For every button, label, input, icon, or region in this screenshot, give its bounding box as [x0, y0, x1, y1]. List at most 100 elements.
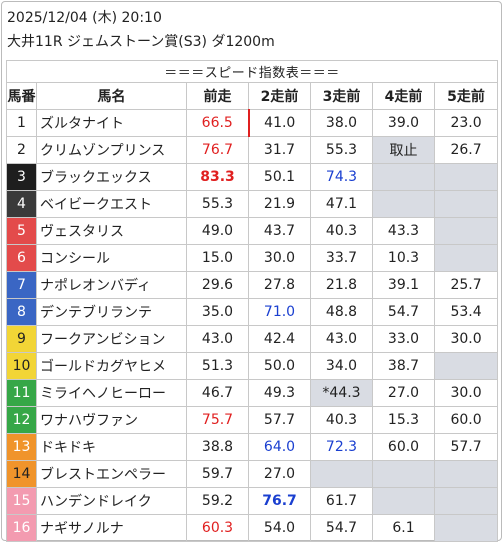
speed-index-cell: 50.0 — [248, 352, 311, 380]
speed-index-cell — [433, 460, 499, 488]
table-row: 6 コンシール 15.0 30.0 33.7 10.3 — [6, 244, 499, 272]
horse-name: ワナハヴファン — [36, 406, 187, 434]
horse-number: 14 — [6, 460, 37, 488]
speed-index-cell: 10.3 — [372, 244, 435, 272]
race-datetime: 2025/12/04 (木) 20:10 — [7, 10, 162, 26]
speed-index-cell: 38.0 — [310, 109, 373, 137]
speed-index-cell: 57.7 — [248, 406, 311, 434]
speed-index-cell: 59.2 — [186, 487, 249, 515]
table-row: 4 ベイビークエスト 55.3 21.9 47.1 — [6, 190, 499, 218]
speed-index-cell — [372, 460, 435, 488]
speed-index-cell: 43.0 — [186, 325, 249, 353]
speed-index-cell: 54.7 — [310, 514, 373, 542]
horse-name: ナポレオンバディ — [36, 271, 187, 299]
speed-index-cell: 53.4 — [433, 298, 499, 326]
horse-number: 11 — [6, 379, 37, 407]
table-row: 12 ワナハヴファン 75.7 57.7 40.3 15.3 60.0 — [6, 406, 499, 434]
table-row: 3 ブラックエックス 83.3 50.1 74.3 — [6, 163, 499, 191]
horse-number: 15 — [6, 487, 37, 515]
table-row: 10 ゴールドカグヤヒメ 51.3 50.0 34.0 38.7 — [6, 352, 499, 380]
speed-index-cell: 23.0 — [433, 109, 499, 137]
speed-index-cell: 59.7 — [186, 460, 249, 488]
speed-index-cell: 33.0 — [372, 325, 435, 353]
speed-index-cell: 38.7 — [372, 352, 435, 380]
table-row: 11 ミライヘノヒーロー 46.7 49.3 *44.3 27.0 30.0 — [6, 379, 499, 407]
speed-index-cell — [433, 217, 499, 245]
speed-index-cell: 43.0 — [310, 325, 373, 353]
column-header: 馬名 — [36, 82, 187, 110]
speed-index-cell: 取止 — [372, 136, 435, 164]
horse-name: ベイビークエスト — [36, 190, 187, 218]
speed-index-cell: 39.1 — [372, 271, 435, 299]
speed-index-cell: 34.0 — [310, 352, 373, 380]
speed-index-cell: 60.0 — [433, 406, 499, 434]
table-row: 14 ブレストエンペラー 59.7 27.0 — [6, 460, 499, 488]
table-row: 5 ヴェスタリス 49.0 43.7 40.3 43.3 — [6, 217, 499, 245]
horse-number: 9 — [6, 325, 37, 353]
horse-name: コンシール — [36, 244, 187, 272]
speed-index-cell — [310, 460, 373, 488]
horse-number: 10 — [6, 352, 37, 380]
speed-index-cell: 66.5 — [186, 109, 250, 137]
column-header: 3走前 — [310, 82, 373, 110]
speed-index-cell: 46.7 — [186, 379, 249, 407]
speed-index-cell: 54.0 — [248, 514, 311, 542]
speed-index-cell: 31.7 — [248, 136, 311, 164]
table-row: 9 フークアンビション 43.0 42.4 43.0 33.0 30.0 — [6, 325, 499, 353]
speed-index-cell: 15.3 — [372, 406, 435, 434]
speed-index-cell — [433, 352, 499, 380]
speed-index-cell — [433, 244, 499, 272]
column-header: 2走前 — [248, 82, 311, 110]
table-row: 2 クリムゾンプリンス 76.7 31.7 55.3 取止 26.7 — [6, 136, 499, 164]
speed-index-cell: 15.0 — [186, 244, 249, 272]
speed-index-cell: 50.1 — [248, 163, 311, 191]
table-row: 8 デンテブリランテ 35.0 71.0 48.8 54.7 53.4 — [6, 298, 499, 326]
speed-index-cell: 40.3 — [310, 217, 373, 245]
speed-index-cell: 55.3 — [310, 136, 373, 164]
speed-index-cell: 30.0 — [433, 325, 499, 353]
speed-index-cell: 64.0 — [248, 433, 311, 461]
table-row: 1 ズルタナイト 66.5 41.0 38.0 39.0 23.0 — [6, 109, 499, 137]
speed-index-cell — [433, 190, 499, 218]
speed-index-cell: 60.3 — [186, 514, 249, 542]
horse-number: 5 — [6, 217, 37, 245]
speed-index-cell — [433, 163, 499, 191]
speed-index-cell — [372, 190, 435, 218]
horse-number: 3 — [6, 163, 37, 191]
table-row: 15 ハンデンドレイク 59.2 76.7 61.7 — [6, 487, 499, 515]
speed-index-cell: 47.1 — [310, 190, 373, 218]
speed-index-cell — [372, 163, 435, 191]
speed-index-cell: 38.8 — [186, 433, 249, 461]
speed-index-cell: 29.6 — [186, 271, 249, 299]
column-header: 4走前 — [372, 82, 435, 110]
horse-name: デンテブリランテ — [36, 298, 187, 326]
speed-index-cell: 48.8 — [310, 298, 373, 326]
speed-index-cell: 49.0 — [186, 217, 249, 245]
horse-name: ブラックエックス — [36, 163, 187, 191]
speed-index-cell: 25.7 — [433, 271, 499, 299]
speed-index-cell: 33.7 — [310, 244, 373, 272]
column-header: 馬番 — [6, 82, 37, 110]
speed-index-cell: 27.0 — [372, 379, 435, 407]
speed-index-cell — [433, 487, 499, 515]
speed-index-cell: 30.0 — [433, 379, 499, 407]
speed-index-cell: 72.3 — [310, 433, 373, 461]
horse-number: 2 — [6, 136, 37, 164]
horse-name: ナギサノルナ — [36, 514, 187, 542]
horse-number: 1 — [6, 109, 37, 137]
speed-index-cell: 41.0 — [248, 109, 311, 137]
speed-index-cell: 26.7 — [433, 136, 499, 164]
column-header: 前走 — [186, 82, 249, 110]
speed-index-cell: 21.9 — [248, 190, 311, 218]
speed-index-cell: 43.7 — [248, 217, 311, 245]
horse-name: ミライヘノヒーロー — [36, 379, 187, 407]
speed-index-cell: 27.8 — [248, 271, 311, 299]
speed-index-cell: 76.7 — [248, 487, 311, 515]
speed-index-cell: 49.3 — [248, 379, 311, 407]
horse-number: 12 — [6, 406, 37, 434]
horse-number: 7 — [6, 271, 37, 299]
speed-index-cell: 21.8 — [310, 271, 373, 299]
speed-index-cell: 83.3 — [186, 163, 249, 191]
horse-number: 4 — [6, 190, 37, 218]
speed-index-cell — [433, 514, 499, 542]
